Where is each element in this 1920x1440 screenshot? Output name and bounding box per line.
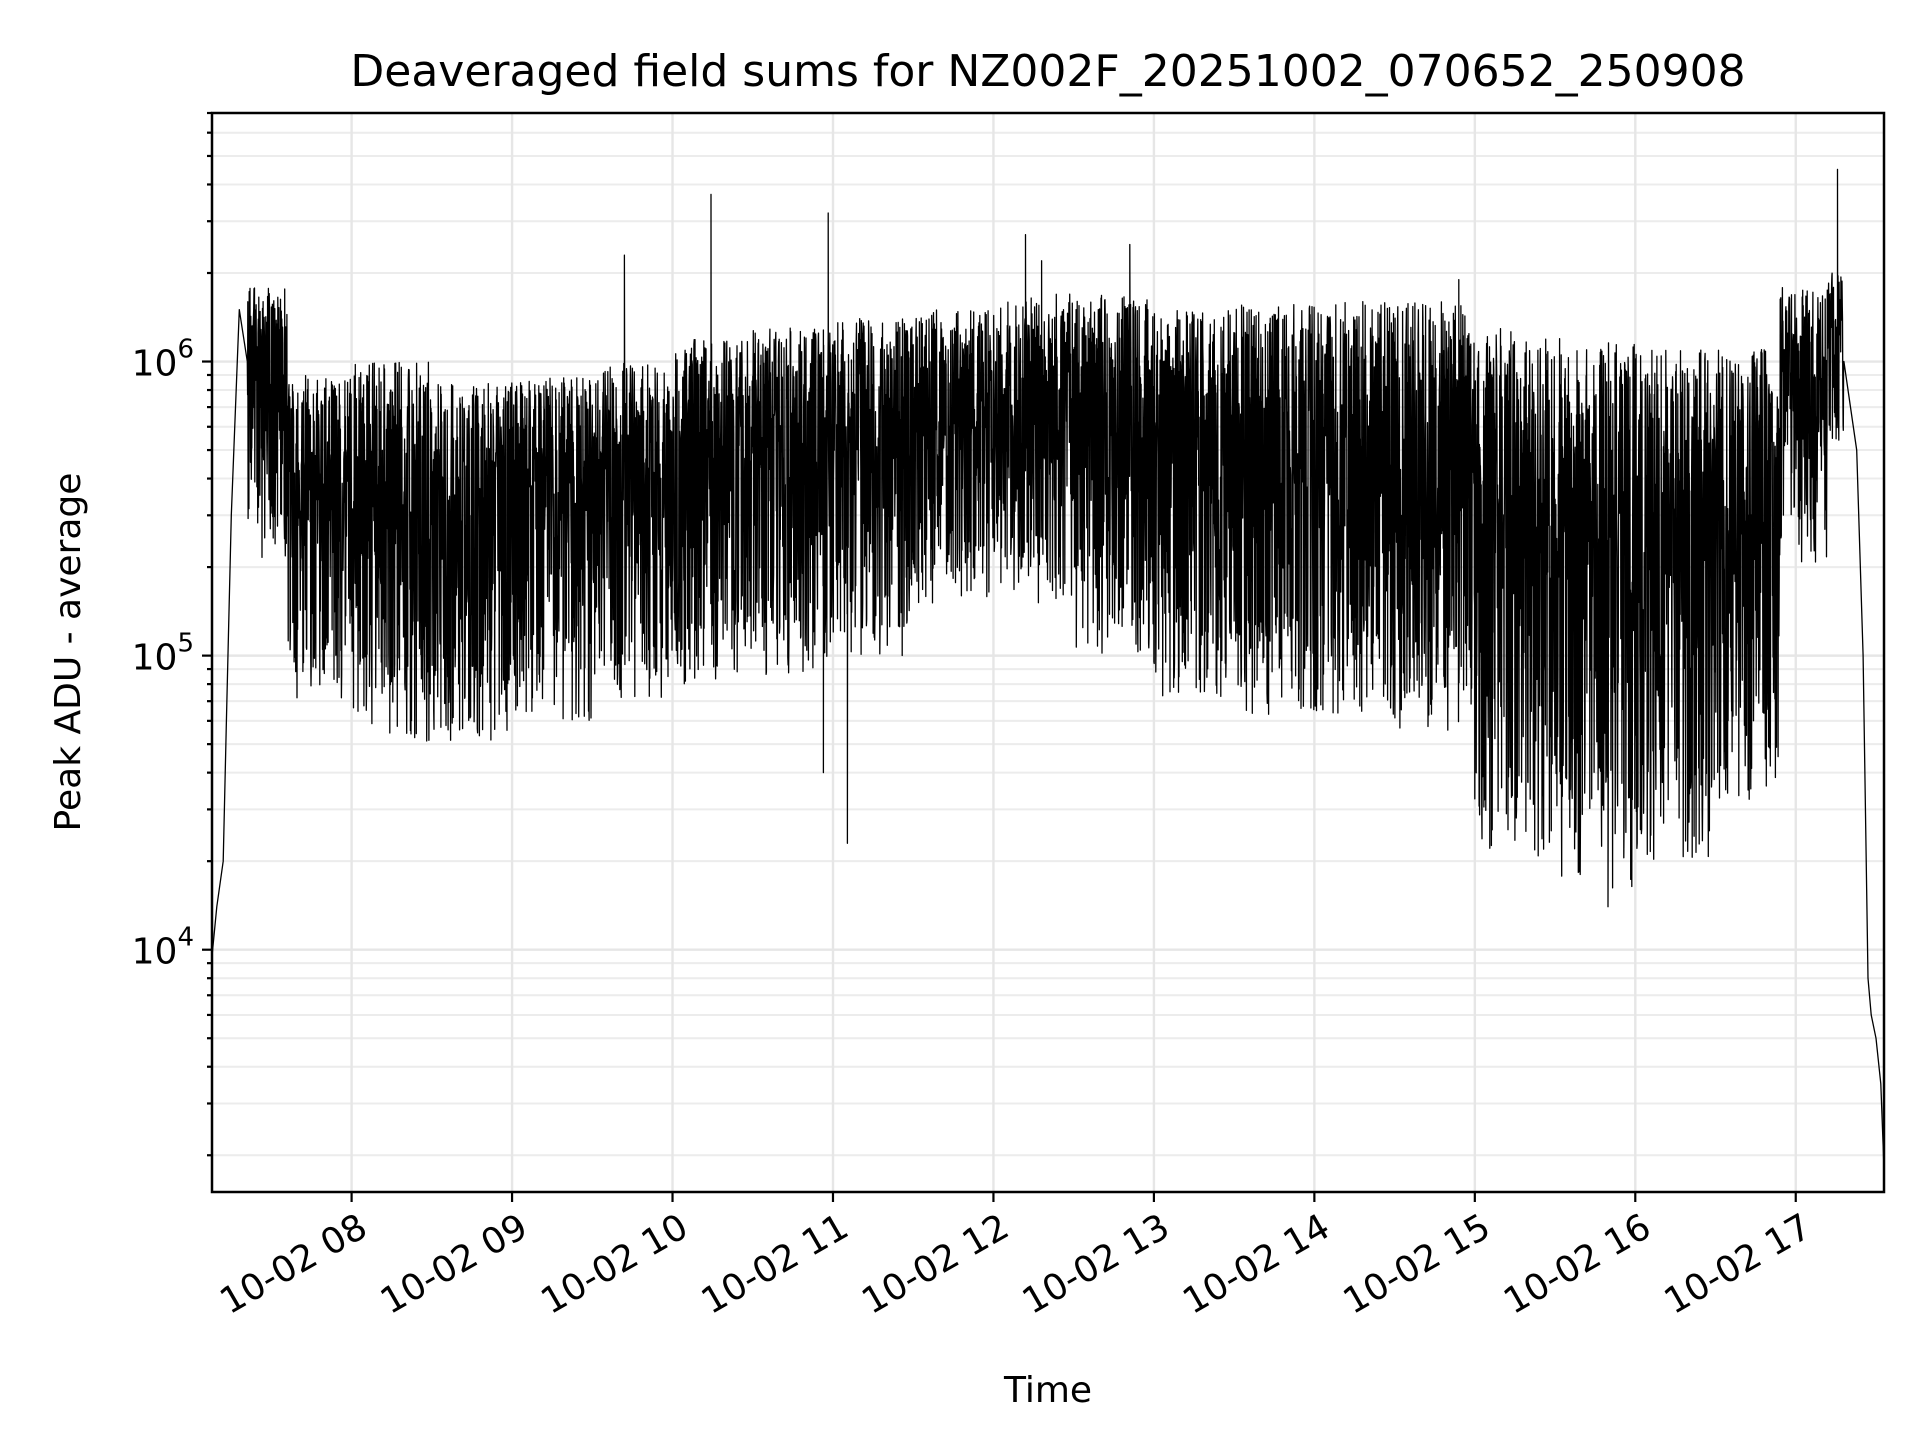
y-tick-base: 10 xyxy=(132,932,178,973)
y-tick-label: 105 xyxy=(132,629,194,679)
y-axis-label: Peak ADU - average xyxy=(48,473,89,832)
plot-area-frame xyxy=(210,111,1886,1194)
y-tick-base: 10 xyxy=(132,638,178,679)
y-tick-label: 104 xyxy=(132,923,194,973)
x-axis-label: Time xyxy=(1003,1370,1092,1411)
y-tick-exponent: 4 xyxy=(177,923,194,953)
y-tick-label: 106 xyxy=(132,335,194,385)
y-tick-exponent: 6 xyxy=(177,335,194,365)
series-line-peak-adu xyxy=(211,168,1885,1169)
y-tick-exponent: 5 xyxy=(177,629,194,659)
chart-title: Deaveraged field sums for NZ002F_2025100… xyxy=(350,46,1745,97)
y-tick-base: 10 xyxy=(132,344,178,385)
